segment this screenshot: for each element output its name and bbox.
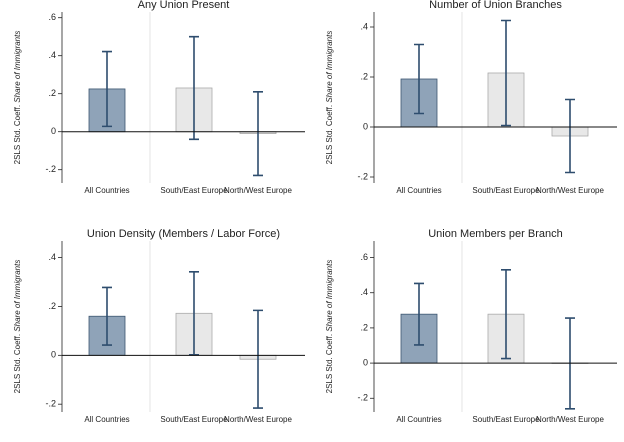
- y-tick-label: .6: [360, 252, 368, 262]
- error-bar: [501, 269, 511, 360]
- x-tick-label: North/West Europe: [224, 415, 292, 424]
- error-bar: [102, 286, 112, 346]
- y-tick-label: .2: [360, 71, 368, 81]
- y-axis-label-text: 2SLS Std. Coeff.: [325, 334, 334, 393]
- y-tick-label: .6: [48, 12, 56, 22]
- x-tick-label: South/East Europe: [160, 186, 228, 195]
- y-tick-label: -.2: [45, 399, 56, 409]
- y-tick-label: .2: [48, 301, 56, 311]
- error-bar: [253, 91, 263, 177]
- y-tick-label: .4: [48, 50, 56, 60]
- error-bar: [501, 19, 511, 127]
- x-tick-label: North/West Europe: [224, 186, 292, 195]
- y-tick-label: .4: [360, 287, 368, 297]
- y-axis-label-text: 2SLS Std. Coeff.: [325, 105, 334, 164]
- y-axis-label: 2SLS Std. Coeff. Share of Immigrants: [325, 260, 334, 394]
- error-bar: [565, 98, 575, 174]
- y-tick-label: -.2: [45, 164, 56, 174]
- error-bar: [414, 43, 424, 115]
- x-tick-label: All Countries: [84, 186, 130, 195]
- x-tick-label: All Countries: [396, 415, 442, 424]
- y-axis-label: 2SLS Std. Coeff. Share of Immigrants: [13, 31, 22, 165]
- error-bar: [414, 282, 424, 346]
- chart-title: Union Members per Branch: [428, 228, 563, 240]
- y-axis-label-text: 2SLS Std. Coeff.: [13, 334, 22, 393]
- x-tick-label: South/East Europe: [472, 415, 540, 424]
- y-axis-label-emphasis: Share of Immigrants: [325, 260, 334, 332]
- x-tick-label: South/East Europe: [472, 186, 540, 195]
- y-tick-label: .2: [48, 88, 56, 98]
- error-bar: [189, 35, 199, 141]
- y-axis-label-emphasis: Share of Immigrants: [325, 31, 334, 103]
- y-axis-label-emphasis: Share of Immigrants: [13, 260, 22, 332]
- x-tick-label: All Countries: [84, 415, 130, 424]
- y-tick-label: 0: [51, 126, 56, 136]
- y-tick-label: 0: [51, 350, 56, 360]
- x-tick-label: All Countries: [396, 186, 442, 195]
- y-tick-label: -.2: [357, 393, 368, 403]
- error-bar: [253, 309, 263, 409]
- y-axis-label: 2SLS Std. Coeff. Share of Immigrants: [325, 31, 334, 165]
- y-tick-label: .4: [360, 21, 368, 31]
- y-axis-label-text: 2SLS Std. Coeff.: [13, 105, 22, 164]
- y-tick-label: .4: [48, 252, 56, 262]
- x-tick-label: South/East Europe: [160, 415, 228, 424]
- x-tick-label: North/West Europe: [536, 186, 604, 195]
- x-tick-label: North/West Europe: [536, 415, 604, 424]
- y-tick-label: .2: [360, 322, 368, 332]
- chart-title: Any Union Present: [138, 0, 230, 11]
- chart-title: Number of Union Branches: [429, 0, 562, 11]
- chart-title: Union Density (Members / Labor Force): [87, 228, 280, 240]
- error-bar: [102, 50, 112, 128]
- y-tick-label: -.2: [357, 171, 368, 181]
- y-tick-label: 0: [363, 121, 368, 131]
- y-axis-label: 2SLS Std. Coeff. Share of Immigrants: [13, 260, 22, 394]
- y-axis-label-emphasis: Share of Immigrants: [13, 31, 22, 103]
- y-tick-label: 0: [363, 357, 368, 367]
